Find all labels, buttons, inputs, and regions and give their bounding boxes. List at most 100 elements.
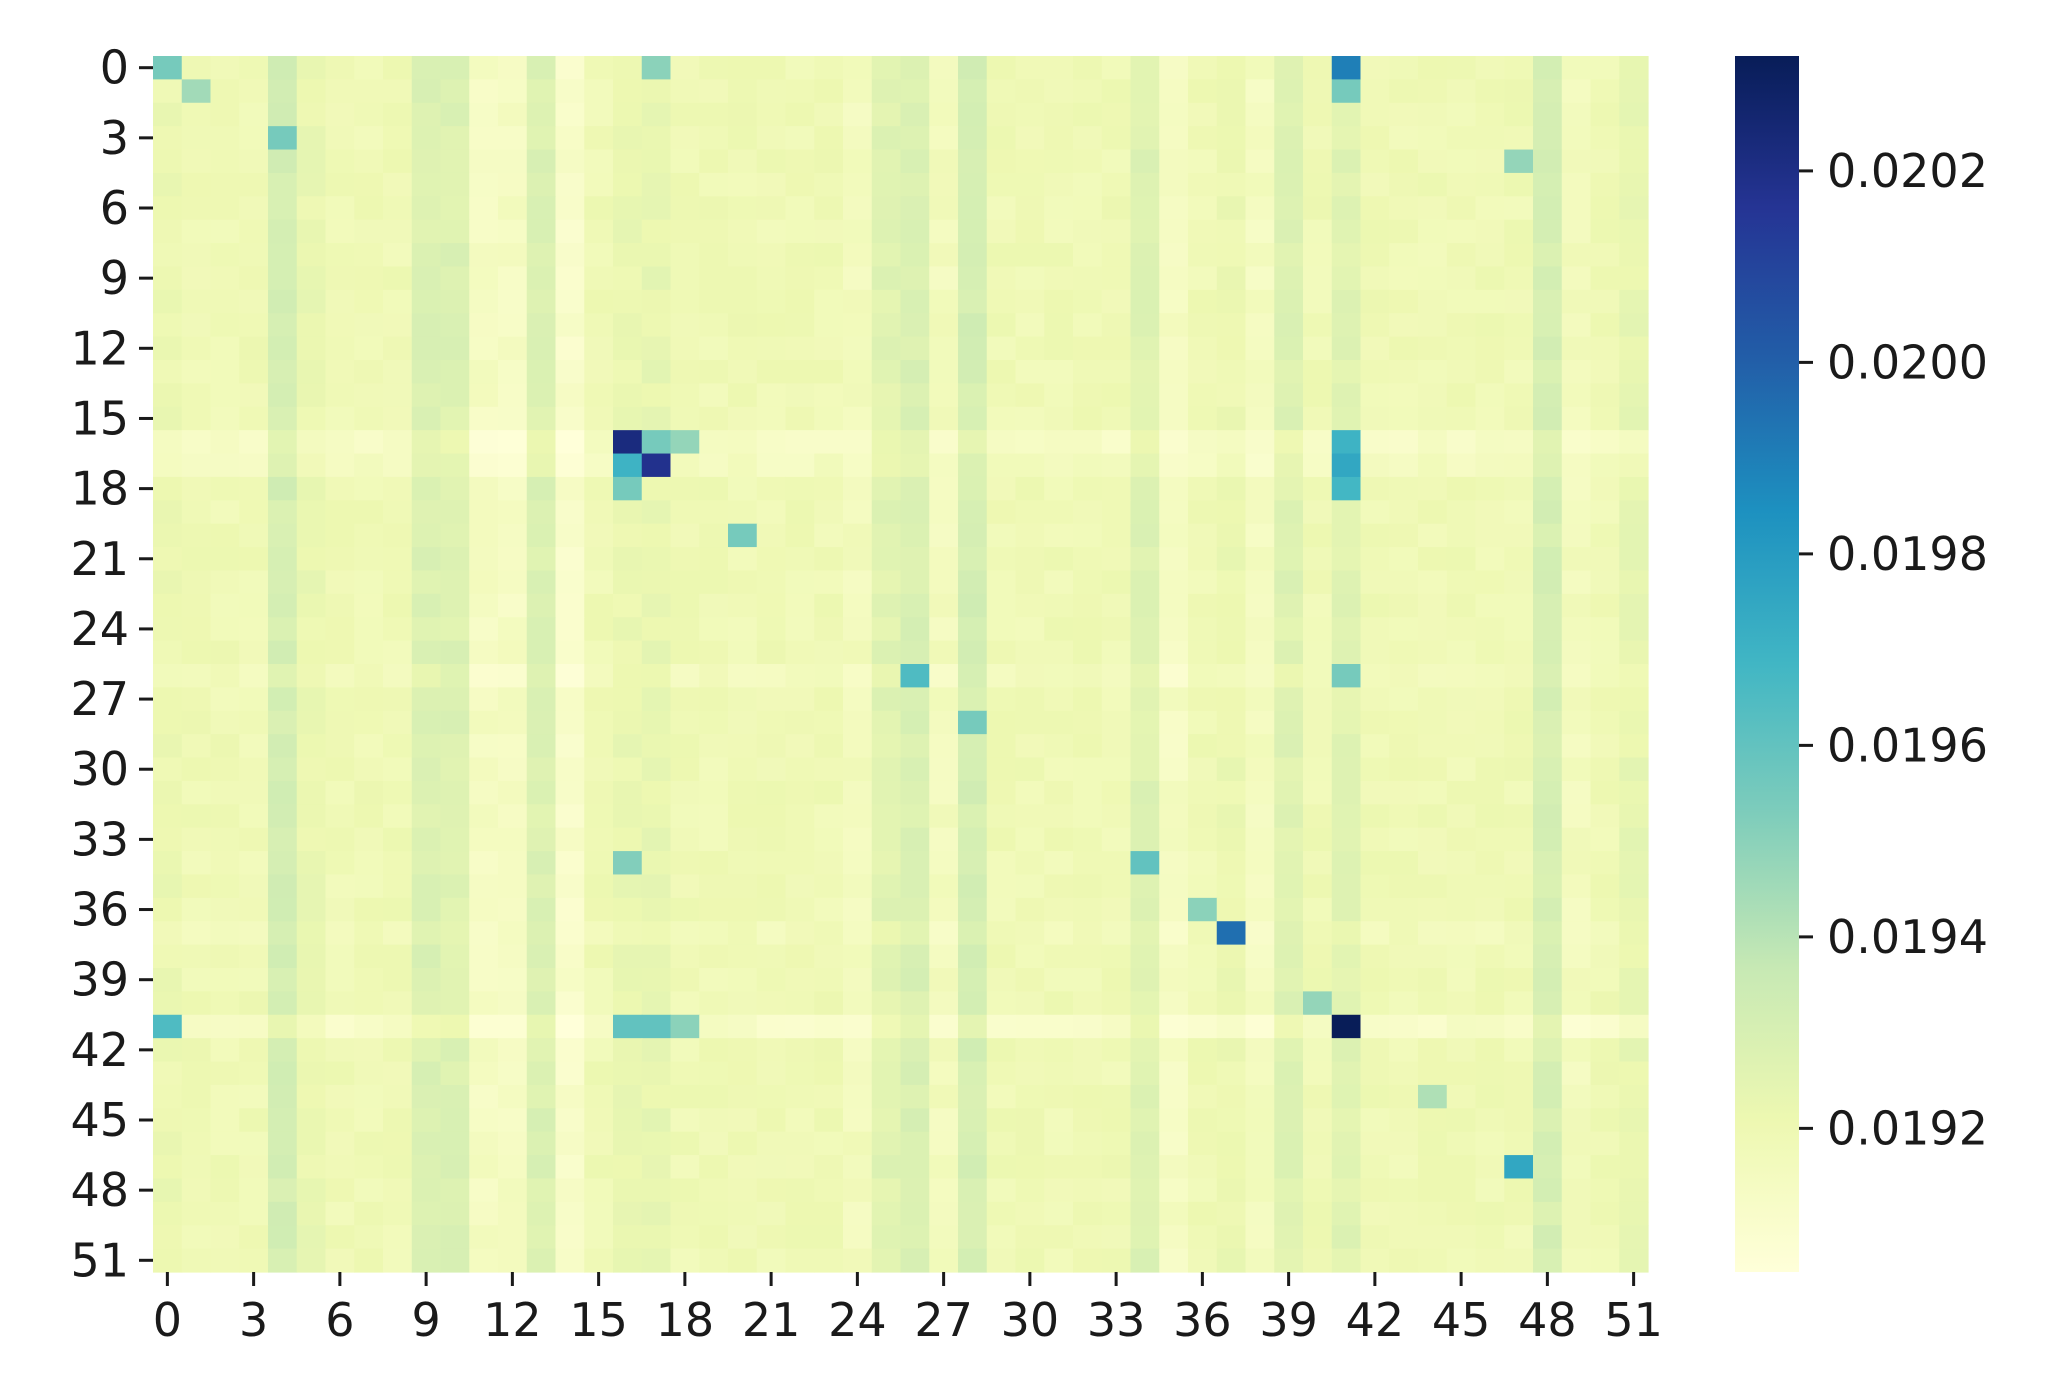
heatmap-cell — [1159, 687, 1189, 712]
heatmap-cell — [929, 991, 959, 1016]
heatmap-cell — [641, 172, 672, 197]
heatmap-cell — [785, 289, 815, 314]
heatmap-cell — [699, 102, 729, 127]
heatmap-cell — [1360, 640, 1390, 665]
heatmap-cell — [785, 126, 815, 151]
heatmap-cell — [756, 547, 787, 572]
heatmap-cell — [325, 1061, 355, 1086]
heatmap-cell — [296, 1084, 327, 1109]
heatmap-cell — [325, 1084, 355, 1109]
heatmap-cell — [411, 430, 442, 455]
heatmap-cell — [526, 664, 557, 688]
heatmap-cell — [526, 56, 557, 80]
heatmap-cell — [670, 1225, 700, 1250]
heatmap-cell — [1389, 149, 1419, 174]
heatmap-cell — [699, 453, 729, 478]
heatmap-cell — [1561, 172, 1592, 197]
heatmap-cell — [986, 1084, 1017, 1109]
heatmap-cell — [1073, 266, 1103, 291]
heatmap-cell — [843, 172, 873, 197]
heatmap-cell — [1504, 1131, 1534, 1156]
heatmap-cell — [1015, 617, 1045, 642]
heatmap-cell — [1073, 102, 1103, 127]
heatmap-cell — [1303, 243, 1333, 268]
heatmap-cell — [1446, 593, 1477, 618]
heatmap-cell — [325, 313, 355, 338]
heatmap-cell — [1188, 430, 1218, 455]
heatmap-cell — [555, 944, 585, 969]
heatmap-cell — [871, 430, 902, 455]
heatmap-cell — [555, 851, 585, 876]
heatmap-cell — [843, 453, 873, 478]
heatmap-cell — [555, 710, 585, 735]
heatmap-cell — [814, 453, 844, 478]
heatmap-cell — [555, 1108, 585, 1133]
heatmap-cell — [1590, 289, 1620, 314]
heatmap-cell — [958, 1014, 988, 1039]
heatmap-cell — [411, 757, 442, 782]
heatmap-cell — [469, 780, 499, 805]
heatmap-cell — [699, 1014, 729, 1039]
heatmap-cell — [900, 804, 930, 829]
heatmap-cell — [1130, 1038, 1160, 1063]
heatmap-cell — [411, 1155, 442, 1180]
heatmap-cell — [929, 1131, 959, 1156]
heatmap-cell — [843, 664, 873, 688]
heatmap-cell — [900, 1014, 930, 1039]
heatmap-cell — [498, 1178, 528, 1203]
heatmap-cell — [584, 196, 614, 221]
heatmap-cell — [181, 289, 212, 314]
heatmap-cell — [843, 1225, 873, 1250]
heatmap-cell — [871, 102, 902, 127]
heatmap-cell — [1303, 874, 1333, 899]
heatmap-cell — [1504, 897, 1534, 922]
heatmap-cell — [1044, 1061, 1074, 1086]
heatmap-cell — [1015, 664, 1045, 688]
heatmap-cell — [239, 56, 269, 80]
heatmap-cell — [843, 1084, 873, 1109]
heatmap-cell — [1389, 734, 1419, 759]
heatmap-cell — [900, 921, 930, 946]
heatmap-cell — [469, 897, 499, 922]
heatmap-cell — [1533, 1014, 1563, 1039]
heatmap-cell — [1446, 851, 1477, 876]
heatmap-cell — [986, 968, 1017, 992]
heatmap-cell — [1475, 336, 1505, 361]
heatmap-cell — [296, 804, 327, 829]
heatmap-cell — [699, 172, 729, 197]
heatmap-cell — [641, 500, 672, 525]
heatmap-cell — [469, 523, 499, 548]
heatmap-cell — [498, 570, 528, 595]
heatmap-cell — [814, 1248, 844, 1273]
heatmap-cell — [1044, 313, 1074, 338]
heatmap-cell — [1303, 968, 1333, 992]
heatmap-cell — [1418, 79, 1448, 104]
heatmap-cell — [181, 897, 212, 922]
heatmap-cell — [843, 991, 873, 1016]
colorbar-tick-label: 0.0200 — [1827, 335, 1988, 389]
heatmap-cell — [440, 56, 470, 80]
heatmap-cell — [1446, 56, 1477, 80]
heatmap-cell — [354, 804, 384, 829]
heatmap-cell — [1331, 79, 1362, 104]
heatmap-cell — [843, 874, 873, 899]
heatmap-cell — [555, 406, 585, 431]
heatmap-cell — [411, 266, 442, 291]
heatmap-cell — [1245, 360, 1275, 384]
heatmap-cell — [1619, 874, 1649, 899]
heatmap-cell — [498, 968, 528, 992]
heatmap-cell — [1331, 430, 1362, 455]
heatmap-cell — [670, 804, 700, 829]
heatmap-cell — [1216, 430, 1247, 455]
heatmap-cell — [1303, 1225, 1333, 1250]
heatmap-cell — [1331, 640, 1362, 665]
heatmap-cell — [1073, 780, 1103, 805]
heatmap-cell — [1245, 102, 1275, 127]
heatmap-cell — [1590, 1084, 1620, 1109]
heatmap-cell — [613, 453, 643, 478]
heatmap-cell — [1188, 944, 1218, 969]
heatmap-cell — [325, 56, 355, 80]
heatmap-cell — [843, 149, 873, 174]
heatmap-cell — [1159, 243, 1189, 268]
heatmap-cell — [584, 1131, 614, 1156]
